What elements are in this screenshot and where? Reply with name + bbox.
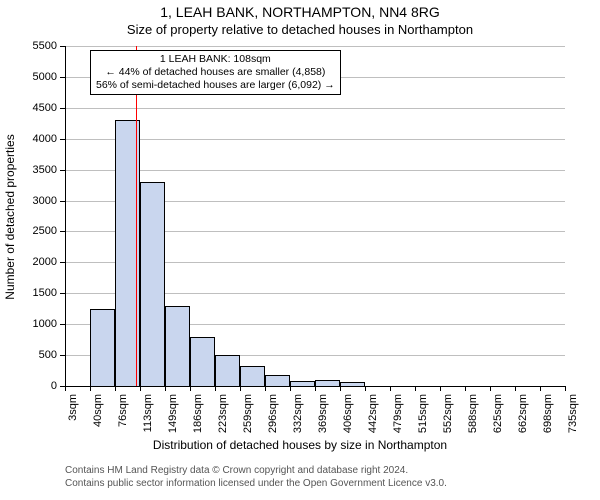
annotation-line3: 56% of semi-detached houses are larger (… (96, 79, 335, 92)
footer-text: Contains HM Land Registry data © Crown c… (65, 464, 447, 490)
x-tick (465, 386, 466, 391)
annotation-line1: 1 LEAH BANK: 108sqm (96, 53, 335, 66)
chart-subtitle: Size of property relative to detached ho… (0, 22, 600, 37)
x-tick (90, 386, 91, 391)
y-tick-label: 4000 (17, 133, 57, 145)
x-tick (115, 386, 116, 391)
x-tick-label: 186sqm (192, 394, 204, 444)
x-tick-label: 625sqm (492, 394, 504, 444)
x-tick-label: 662sqm (517, 394, 529, 444)
x-tick (265, 386, 266, 391)
x-tick-label: 76sqm (117, 394, 129, 444)
x-tick (165, 386, 166, 391)
y-axis-line (65, 46, 66, 386)
x-tick-label: 296sqm (267, 394, 279, 444)
x-tick-label: 40sqm (92, 394, 104, 444)
x-tick (540, 386, 541, 391)
y-tick-label: 5500 (17, 40, 57, 52)
x-tick (290, 386, 291, 391)
x-tick (190, 386, 191, 391)
x-tick (215, 386, 216, 391)
x-tick-label: 588sqm (467, 394, 479, 444)
x-tick-label: 223sqm (217, 394, 229, 444)
x-tick-label: 149sqm (167, 394, 179, 444)
y-tick-label: 4500 (17, 102, 57, 114)
y-tick-label: 3000 (17, 195, 57, 207)
x-tick (515, 386, 516, 391)
y-tick-label: 0 (17, 380, 57, 392)
x-tick-label: 259sqm (242, 394, 254, 444)
histogram-bar (215, 355, 240, 386)
histogram-bar (90, 309, 115, 386)
x-tick-label: 113sqm (142, 394, 154, 444)
footer-line1: Contains HM Land Registry data © Crown c… (65, 464, 447, 477)
x-tick (365, 386, 366, 391)
annotation-line2: ← 44% of detached houses are smaller (4,… (96, 66, 335, 79)
y-tick-label: 3500 (17, 164, 57, 176)
histogram-bar (240, 366, 265, 386)
histogram-bar (265, 375, 290, 386)
y-axis-label: Number of detached properties (3, 117, 17, 317)
x-tick (565, 386, 566, 391)
x-tick (140, 386, 141, 391)
y-tick-label: 2500 (17, 225, 57, 237)
x-tick-label: 442sqm (367, 394, 379, 444)
annotation-box: 1 LEAH BANK: 108sqm ← 44% of detached ho… (90, 50, 341, 95)
chart-container: 1, LEAH BANK, NORTHAMPTON, NN4 8RG Size … (0, 0, 600, 500)
histogram-bar (190, 337, 215, 386)
x-tick-label: 735sqm (567, 394, 579, 444)
reference-line (136, 46, 137, 386)
x-tick (390, 386, 391, 391)
x-tick-label: 698sqm (542, 394, 554, 444)
x-tick (315, 386, 316, 391)
x-tick (340, 386, 341, 391)
plot-area (65, 46, 565, 386)
gridline (65, 170, 565, 171)
x-tick (440, 386, 441, 391)
chart-title: 1, LEAH BANK, NORTHAMPTON, NN4 8RG (0, 4, 600, 20)
x-tick-label: 552sqm (442, 394, 454, 444)
gridline (65, 108, 565, 109)
x-tick-label: 479sqm (392, 394, 404, 444)
histogram-bar (165, 306, 190, 386)
y-tick-label: 5000 (17, 71, 57, 83)
gridline (65, 46, 565, 47)
y-tick-label: 1000 (17, 318, 57, 330)
y-tick-label: 2000 (17, 256, 57, 268)
footer-line2: Contains public sector information licen… (65, 477, 447, 490)
x-tick-label: 406sqm (342, 394, 354, 444)
gridline (65, 139, 565, 140)
histogram-bar (140, 182, 165, 386)
x-tick (490, 386, 491, 391)
x-tick-label: 515sqm (417, 394, 429, 444)
x-tick (65, 386, 66, 391)
x-tick-label: 3sqm (67, 394, 79, 444)
x-tick-label: 332sqm (292, 394, 304, 444)
y-tick-label: 1500 (17, 287, 57, 299)
x-tick-label: 369sqm (317, 394, 329, 444)
x-tick (415, 386, 416, 391)
y-tick-label: 500 (17, 349, 57, 361)
x-tick (240, 386, 241, 391)
